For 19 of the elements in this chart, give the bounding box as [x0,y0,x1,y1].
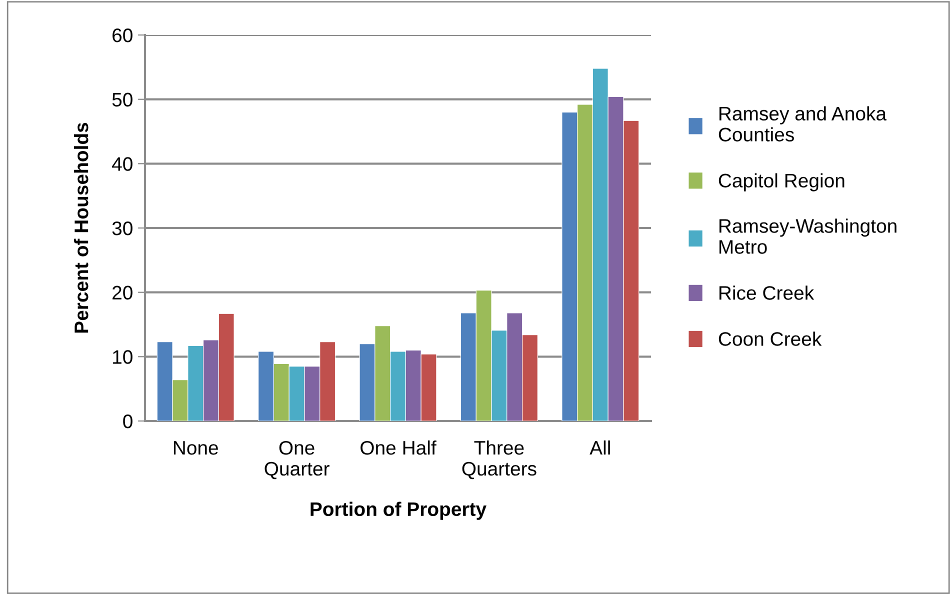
legend-label: Ramsey-Washington Metro [720,218,896,254]
legend-label: Rice Creek [720,286,814,300]
x-tick-label: All [590,440,610,455]
y-tick-label: 30 [112,221,132,236]
y-axis-title: Percent of Households [74,122,88,333]
legend-label: Ramsey and Anoka Counties [718,106,887,142]
y-tick-label: 50 [112,92,132,107]
y-tick-label: 60 [112,28,132,42]
y-tick-label: 40 [112,157,132,171]
x-axis-title: Portion of Property [310,502,486,520]
y-tick-label: 0 [123,414,132,428]
y-tick-label: 10 [113,350,132,364]
legend-label: Coon Creek [718,332,822,346]
x-tick-label: Three Quarters [462,440,536,480]
x-tick-label: None [174,441,218,455]
y-tick-label: 20 [112,286,132,300]
legend-label: Capitol Region [718,173,844,192]
x-tick-label: One Half [360,440,436,455]
x-tick-label: One Quarter [264,440,330,480]
